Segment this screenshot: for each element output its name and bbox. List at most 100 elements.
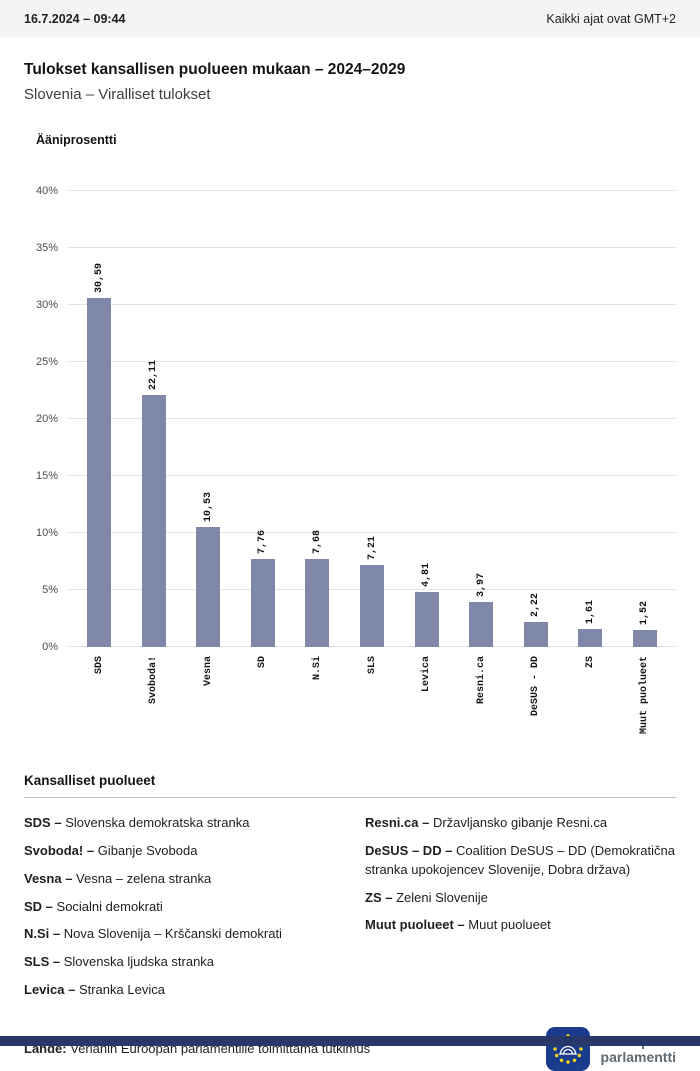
category-label: N.Si xyxy=(311,656,323,681)
legend-abbr: N.Si – xyxy=(24,926,61,942)
page-title: Tulokset kansallisen puolueen mukaan – 2… xyxy=(24,61,406,78)
bar-value-label: 22,11 xyxy=(148,359,160,390)
y-tick-label: 10% xyxy=(35,527,58,539)
legend-abbr: SD – xyxy=(24,898,53,914)
x-axis-labels: SDS Svoboda! Vesna SD N.Si SLS Levica Resni.ca D… xyxy=(68,647,676,759)
bar xyxy=(523,621,548,647)
legend-abbr: Levica – xyxy=(24,982,76,998)
bar-column: 10,53 xyxy=(181,191,236,647)
bar-column: 30,59 xyxy=(72,191,127,647)
legend-abbr: SLS – xyxy=(24,954,61,970)
y-tick-label: 5% xyxy=(42,584,58,596)
bar-column: 7,68 xyxy=(290,191,345,647)
legend-abbr: ZS – xyxy=(365,889,393,905)
footer: Lähde: Verianin Euroopan parlamentille t… xyxy=(24,1026,676,1071)
bar xyxy=(360,564,384,647)
category-label: Svoboda! xyxy=(148,656,160,705)
gridline xyxy=(68,418,676,419)
bar-column: 7,21 xyxy=(345,191,400,647)
category-cell: Muut puolueet xyxy=(617,647,672,759)
plot-area: 30,59 22,11 10,53 7,76 7,68 7,21 4,81 3,97 2,22 1… xyxy=(68,190,676,647)
bar-column: 4,81 xyxy=(399,191,454,647)
category-label: SDS xyxy=(93,656,105,675)
bar-column: 7,76 xyxy=(236,191,291,647)
legend-abbr: Svoboda! – xyxy=(24,842,95,858)
bar xyxy=(414,592,439,647)
bar-column: 1,52 xyxy=(617,191,672,647)
y-tick-label: 40% xyxy=(35,185,58,197)
legend-item: Svoboda! – Gibanje Svoboda xyxy=(24,842,198,858)
gridline xyxy=(68,190,676,191)
category-label: Resni.ca xyxy=(475,656,487,705)
legend-abbr: Vesna – xyxy=(24,870,73,886)
main-content: Tulokset kansallisen puolueen mukaan – 2… xyxy=(0,61,700,1071)
legend-column: Resni.ca – Državljansko gibanje Resni.ca… xyxy=(365,814,676,1009)
category-label: SLS xyxy=(366,656,378,675)
bar-column: 3,97 xyxy=(454,191,509,647)
bar-value-label: 7,76 xyxy=(257,529,269,554)
bar-value-label: 4,81 xyxy=(421,563,433,588)
gridline xyxy=(68,304,676,305)
timezone-note: Kaikki ajat ovat GMT+2 xyxy=(546,11,676,26)
bar-column: 22,11 xyxy=(127,191,182,647)
bar-chart: Ääniprosentti 0% 5% 10% 15% 20% 25% 30% 35% 40% … xyxy=(24,133,676,759)
legend-heading: Kansalliset puolueet xyxy=(24,773,156,788)
legend-item: Levica – Stranka Levica xyxy=(24,982,165,998)
category-cell: Levica xyxy=(399,647,454,759)
category-cell: Svoboda! xyxy=(127,647,182,759)
legend-abbr: Resni.ca – xyxy=(365,815,430,830)
category-label: DeSUS - DD xyxy=(530,656,542,717)
datetime-text: 16.7.2024 – 09:44 xyxy=(24,11,126,26)
bar xyxy=(250,558,275,647)
y-tick-label: 15% xyxy=(35,470,58,482)
y-tick-label: 20% xyxy=(35,413,58,425)
top-bar: 16.7.2024 – 09:44 Kaikki ajat ovat GMT+2 xyxy=(0,0,700,37)
bar-value-label: 2,22 xyxy=(530,592,542,617)
page-subtitle: Slovenia – Viralliset tulokset xyxy=(24,86,211,103)
gridline xyxy=(68,247,676,248)
legend-section: Kansalliset puolueet SDS – Slovenska dem… xyxy=(24,773,676,1009)
bar-value-label: 10,53 xyxy=(202,491,214,522)
y-tick-label: 30% xyxy=(35,299,58,311)
category-cell: SDS xyxy=(72,647,127,759)
category-label: SD xyxy=(257,656,269,669)
category-cell: N.Si xyxy=(290,647,345,759)
bar xyxy=(632,629,657,647)
category-cell: ZS xyxy=(563,647,618,759)
bar-column: 1,61 xyxy=(563,191,618,647)
category-cell: SD xyxy=(236,647,291,759)
bar-value-label: 7,21 xyxy=(366,535,378,560)
bar-value-label: 1,52 xyxy=(639,600,651,625)
bar xyxy=(196,526,221,647)
legend-item: Muut puolueet – Muut puolueet xyxy=(365,917,551,933)
legend-column: SDS – Slovenska demokratska stranka Svobo… xyxy=(24,814,335,1009)
category-cell: SLS xyxy=(345,647,400,759)
chart-axis-title: Ääniprosentti xyxy=(36,133,117,147)
bars-row: 30,59 22,11 10,53 7,76 7,68 7,21 4,81 3,97 2,22 1… xyxy=(68,191,676,647)
bar xyxy=(87,298,112,647)
legend-divider xyxy=(24,797,676,798)
legend-item: Vesna – Vesna – zelena stranka xyxy=(24,870,212,886)
gridline xyxy=(68,361,676,362)
category-cell: Vesna xyxy=(181,647,236,759)
y-axis: 0% 5% 10% 15% 20% 25% 30% 35% 40% xyxy=(24,185,68,653)
bottom-accent-bar xyxy=(0,1036,700,1046)
y-tick-label: 35% xyxy=(35,242,58,254)
chart-plot-row: 0% 5% 10% 15% 20% 25% 30% 35% 40% 30,59 22,11 10,5… xyxy=(24,185,676,653)
category-label: Levica xyxy=(421,656,433,693)
legend-item: SDS – Slovenska demokratska stranka xyxy=(24,815,250,830)
y-tick-label: 0% xyxy=(42,641,58,653)
bar xyxy=(578,628,603,647)
legend-item: DeSUS – DD – Coalition DeSUS – DD (Demok… xyxy=(365,842,675,877)
legend-item: N.Si – Nova Slovenija – Krščanski demokr… xyxy=(24,926,282,942)
category-cell: Resni.ca xyxy=(454,647,509,759)
bar-value-label: 7,68 xyxy=(311,530,323,555)
bar-value-label: 3,97 xyxy=(475,572,487,597)
legend-item: Resni.ca – Državljansko gibanje Resni.ca xyxy=(365,815,608,830)
legend-abbr: Muut puolueet – xyxy=(365,917,465,933)
bar-column: 2,22 xyxy=(508,191,563,647)
category-label: ZS xyxy=(584,656,596,669)
ep-logo-icon xyxy=(545,1026,590,1071)
bar xyxy=(469,601,494,647)
ep-logo: Euroopan parlamentti xyxy=(545,1026,676,1071)
